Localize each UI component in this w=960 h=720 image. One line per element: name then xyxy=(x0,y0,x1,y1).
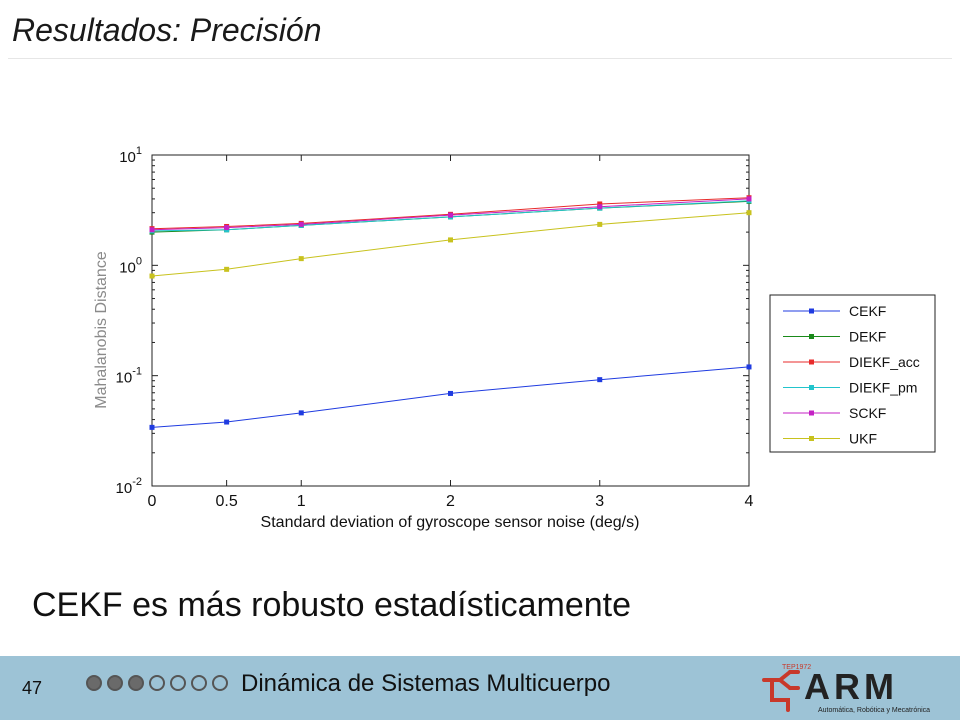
y-tick-label: 101 xyxy=(119,145,142,166)
page-number: 47 xyxy=(22,678,43,698)
progress-dots xyxy=(86,675,228,691)
legend-label-diekf-acc: DIEKF_acc xyxy=(849,354,920,370)
y-tick-label: 10-1 xyxy=(116,366,142,387)
data-point-cekf xyxy=(746,364,752,370)
series-line-diekf-pm xyxy=(151,200,750,232)
data-point-cekf xyxy=(448,390,453,396)
x-tick-label: 1 xyxy=(297,493,306,510)
data-point-sckf xyxy=(597,204,603,210)
y-axis-label: Mahalanobis Distance xyxy=(93,251,110,409)
series-line-diekf-acc xyxy=(151,197,750,230)
legend-label-ukf: UKF xyxy=(849,431,877,447)
logo-small-text: TEP1972 xyxy=(782,664,811,671)
progress-dot-empty xyxy=(191,675,207,691)
x-axis-label: Standard deviation of gyroscope sensor n… xyxy=(261,514,640,531)
progress-dot-filled xyxy=(86,675,102,691)
data-point-cekf xyxy=(597,377,603,383)
course-name: Dinámica de Sistemas Multicuerpo xyxy=(241,670,611,697)
data-point-ukf xyxy=(224,266,230,272)
y-axis: 101 100 10-1 10-2 xyxy=(116,145,749,497)
legend-label-cekf: CEKF xyxy=(849,303,886,319)
legend-label-diekf-pm: DIEKF_pm xyxy=(849,380,917,396)
x-axis: 0 0.5 1 2 3 4 xyxy=(148,155,754,510)
data-point-sckf xyxy=(224,225,230,231)
progress-dot-empty xyxy=(170,675,186,691)
data-point-ukf xyxy=(448,237,453,243)
data-point-ukf xyxy=(149,273,155,279)
legend-marker-cekf xyxy=(809,308,814,314)
x-tick-label: 3 xyxy=(595,493,604,510)
robot-arm-icon xyxy=(762,670,800,712)
legend-marker-ukf xyxy=(809,436,814,441)
legend-marker-dekf xyxy=(809,334,814,339)
data-point-cekf xyxy=(224,419,230,425)
progress-dot-empty xyxy=(212,675,228,691)
data-point-cekf xyxy=(149,424,155,430)
y-tick-label: 10-2 xyxy=(116,476,142,497)
data-point-ukf xyxy=(597,221,603,227)
plot-area xyxy=(151,154,750,487)
data-point-cekf xyxy=(298,410,304,416)
legend-label-dekf: DEKF xyxy=(849,329,886,345)
x-tick-label: 0 xyxy=(148,493,157,510)
progress-dot-filled xyxy=(107,675,123,691)
slide-title: Resultados: Precisión xyxy=(12,12,322,48)
series-line-sckf xyxy=(151,198,750,231)
legend-marker-diekf-pm xyxy=(809,385,814,390)
series-group xyxy=(149,195,752,430)
data-point-sckf xyxy=(746,196,752,202)
progress-dot-filled xyxy=(128,675,144,691)
x-tick-label: 2 xyxy=(446,493,455,510)
legend-marker-diekf-acc xyxy=(809,359,814,365)
legend-box xyxy=(769,294,936,453)
x-tick-label: 4 xyxy=(745,493,754,510)
series-line-cekf xyxy=(151,366,750,428)
legend-label-sckf: SCKF xyxy=(849,405,886,421)
logo-tagline: Automática, Robótica y Mecatrónica xyxy=(818,707,930,714)
x-tick-label: 0.5 xyxy=(216,493,238,510)
title-divider xyxy=(8,58,952,59)
progress-dot-empty xyxy=(149,675,165,691)
series-line-ukf xyxy=(151,212,750,277)
data-point-sckf xyxy=(298,221,304,227)
legend: CEKF DEKF DIEKF_acc DIEKF_pm SCKF UKF xyxy=(769,294,936,453)
arm-logo: TEP1972 ARM Automática, Robótica y Mecat… xyxy=(762,664,930,714)
data-point-sckf xyxy=(149,227,155,233)
footer-bar: 47 Dinámica de Sistemas Multicuerpo TEP1… xyxy=(0,656,960,720)
data-point-sckf xyxy=(448,212,453,218)
data-point-ukf xyxy=(298,256,304,262)
legend-marker-sckf xyxy=(809,410,814,416)
y-tick-label: 100 xyxy=(119,255,142,276)
subtitle: CEKF es más robusto estadísticamente xyxy=(32,586,632,624)
mahalanobis-line-chart: 101 100 10-1 10-2 0 0.5 1 2 3 4 Standard deviati… xyxy=(93,145,936,531)
data-point-ukf xyxy=(746,210,752,216)
logo-wordmark: ARM xyxy=(804,666,898,707)
data-point-diekf-acc xyxy=(597,201,603,207)
